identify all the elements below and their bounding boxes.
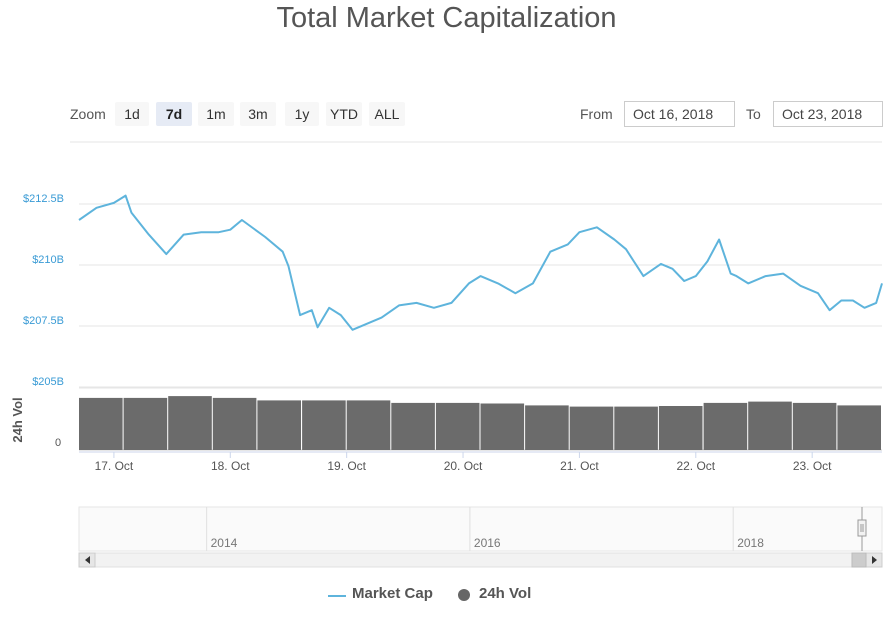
volume-bar	[346, 400, 391, 450]
y-tick-label: $207.5B	[23, 315, 64, 327]
from-date-input[interactable]: Oct 16, 2018	[624, 101, 735, 127]
volume-bar	[480, 403, 525, 450]
volume-bar	[658, 406, 703, 450]
x-tick-label: 19. Oct	[327, 459, 366, 473]
y-tick-label: $205B	[32, 376, 64, 388]
volume-bars: 24h Vol 0	[10, 387, 882, 451]
zoom-button-7d[interactable]: 7d	[156, 102, 192, 126]
volume-bar	[391, 402, 435, 450]
market-cap-chart: $212.5B $210B $207.5B $205B 24h Vol 0 17. Oc…	[10, 141, 883, 568]
y-tick-label: $212.5B	[23, 193, 64, 205]
x-tick-label: 23. Oct	[793, 459, 832, 473]
navigator-year-label: 2018	[737, 536, 764, 550]
volume-bar	[123, 397, 168, 450]
legend-volume-swatch	[458, 589, 470, 601]
to-label: To	[746, 106, 761, 122]
zoom-button-1y[interactable]: 1y	[285, 102, 319, 126]
volume-bar	[837, 405, 881, 450]
market-cap-line	[78, 194, 883, 331]
volume-axis-title: 24h Vol	[10, 397, 25, 442]
y-tick-label: $210B	[32, 254, 64, 266]
volume-bar	[212, 397, 257, 450]
x-tick-label: 20. Oct	[444, 459, 483, 473]
x-tick-label: 17. Oct	[95, 459, 134, 473]
x-axis-labels: 17. Oct 18. Oct 19. Oct 20. Oct 21. Oct 22. O…	[79, 451, 882, 473]
volume-bar	[748, 401, 792, 450]
zoom-button-1m[interactable]: 1m	[198, 102, 234, 126]
volume-bar	[569, 406, 614, 450]
x-tick-label: 18. Oct	[211, 459, 250, 473]
volume-bar	[168, 396, 212, 450]
zoom-button-ytd[interactable]: YTD	[326, 102, 362, 126]
scrollbar-right-arrow-icon	[872, 556, 877, 564]
zoom-label: Zoom	[70, 106, 106, 122]
navigator-year-label: 2014	[211, 536, 238, 550]
volume-bar	[792, 402, 837, 450]
volume-zero-label: 0	[55, 437, 61, 449]
volume-bar	[435, 402, 480, 450]
navigator-year-label: 2016	[474, 536, 501, 550]
to-date-input[interactable]: Oct 23, 2018	[773, 101, 883, 127]
legend-market-cap-swatch	[328, 595, 346, 597]
market-cap-series	[78, 194, 883, 331]
chart-title: Total Market Capitalization	[276, 2, 617, 34]
zoom-button-all[interactable]: ALL	[369, 102, 405, 126]
navigator-handle	[857, 519, 867, 537]
volume-bar	[525, 405, 569, 450]
x-tick-label: 21. Oct	[560, 459, 599, 473]
scrollbar-left-arrow-icon	[85, 556, 90, 564]
navigator[interactable]: 2014 2016 2018	[78, 506, 883, 568]
volume-bar	[79, 397, 123, 450]
x-tick-label: 22. Oct	[676, 459, 715, 473]
volume-bar	[703, 402, 748, 450]
legend-volume[interactable]: 24h Vol	[479, 585, 532, 602]
y-axis-labels: $212.5B $210B $207.5B $205B	[23, 193, 64, 388]
zoom-button-1d[interactable]: 1d	[115, 102, 149, 126]
from-label: From	[580, 106, 613, 122]
zoom-button-3m[interactable]: 3m	[240, 102, 276, 126]
legend-market-cap[interactable]: Market Cap	[352, 585, 433, 602]
volume-bar	[257, 400, 301, 450]
navigator-scrollbar-track	[78, 552, 883, 568]
grid-lines	[70, 141, 882, 388]
volume-bar	[302, 400, 346, 450]
volume-bar	[614, 406, 658, 450]
navigator-area	[78, 506, 883, 552]
scrollbar-thumb	[851, 552, 867, 568]
